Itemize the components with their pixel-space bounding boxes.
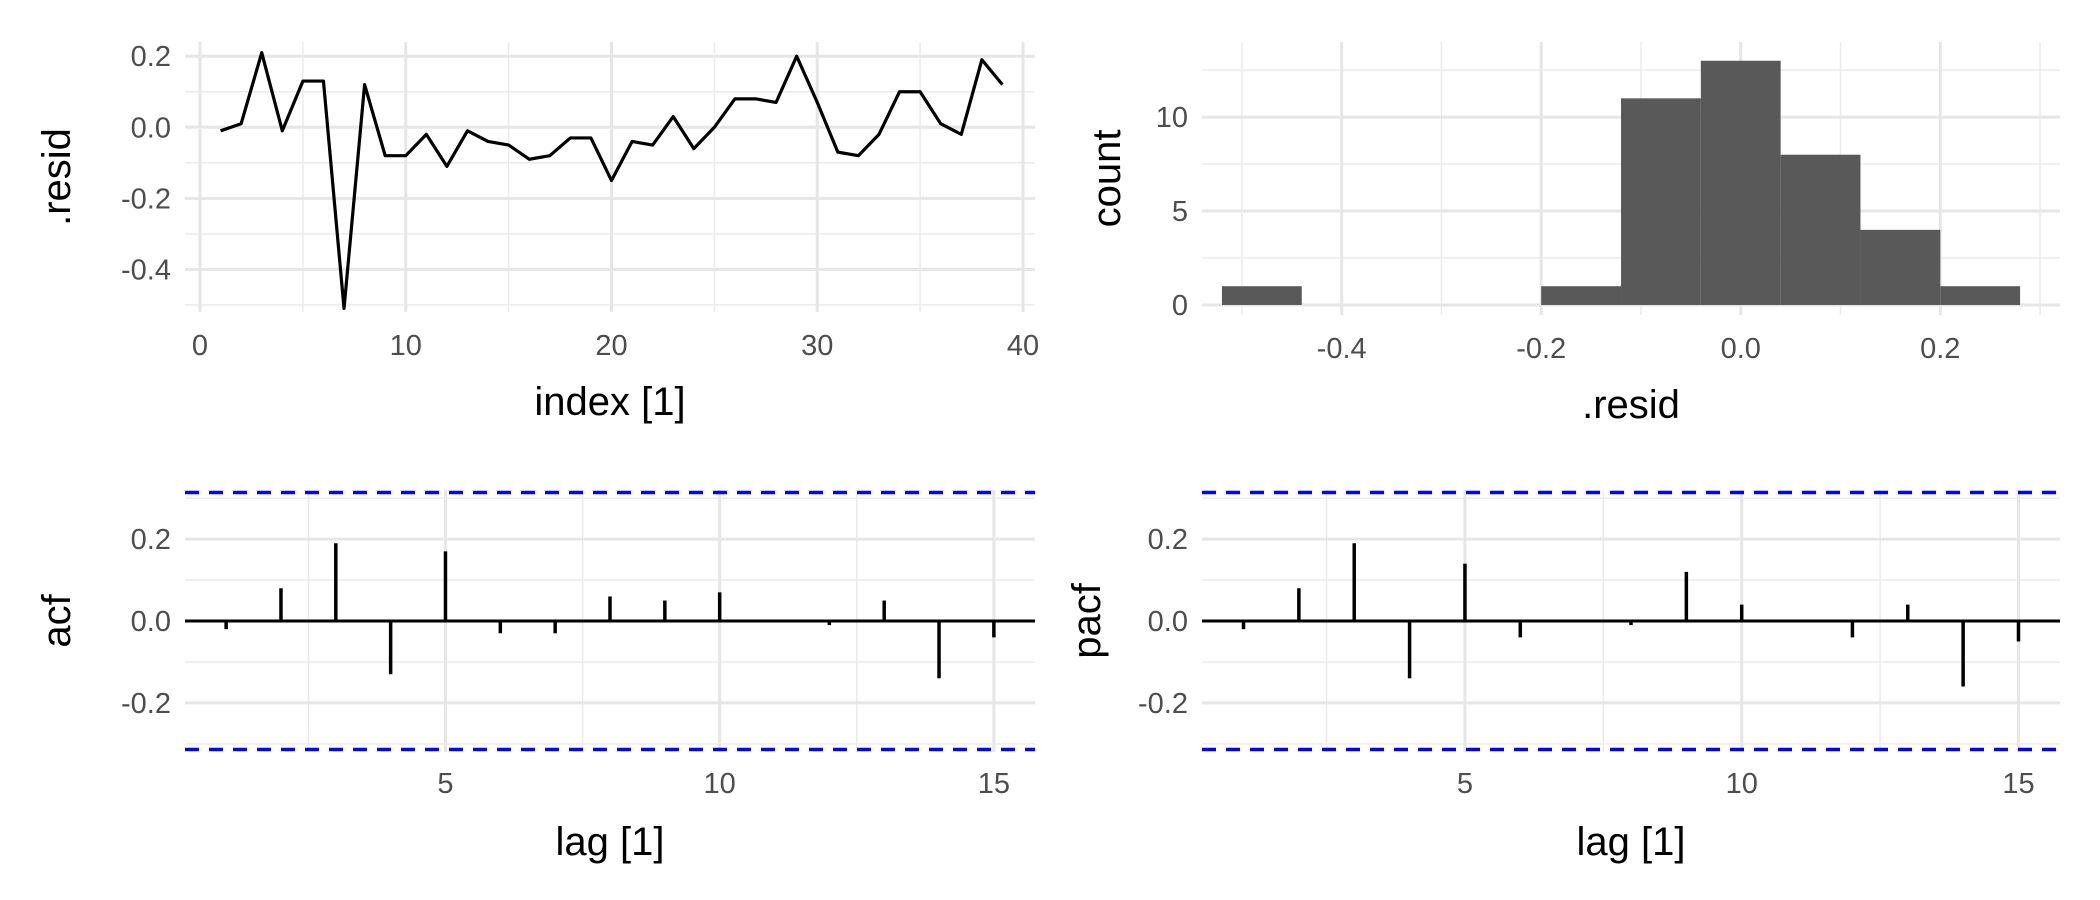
y-tick-label: 0.2 <box>131 524 171 556</box>
residual-time-plot: 0 10 20 30 40 0.2 0.0 -0.2 -0.4 index [1] .resid <box>35 41 1039 424</box>
tick-labels: -0.4 -0.2 0.0 0.2 0 5 10 <box>1156 102 1961 365</box>
x-axis-title: index [1] <box>534 380 685 424</box>
y-axis-title: pacf <box>1065 582 1109 658</box>
y-tick-label: 0.0 <box>1148 606 1188 638</box>
x-tick-label: 40 <box>1007 330 1039 362</box>
residual-histogram: -0.4 -0.2 0.0 0.2 0 5 10 .resid count <box>1085 42 2060 427</box>
histogram-bar <box>1541 286 1622 305</box>
x-tick-label: 20 <box>595 330 627 362</box>
y-axis-title: acf <box>35 593 79 647</box>
y-tick-label: -0.4 <box>121 254 171 286</box>
histogram-bar <box>1700 60 1781 306</box>
y-tick-label: 5 <box>1172 196 1188 228</box>
pacf-plot: 5 10 15 0.2 0.0 -0.2 lag [1] pacf <box>1065 490 2060 864</box>
tick-labels: 5 10 15 0.2 0.0 -0.2 <box>121 524 1010 800</box>
residual-time-plot-panel: 0 10 20 30 40 0.2 0.0 -0.2 -0.4 index [1] .resid <box>0 0 1050 450</box>
x-tick-label: 5 <box>437 768 453 800</box>
x-tick-label: -0.2 <box>1516 333 1566 365</box>
y-axis-title: count <box>1085 130 1129 228</box>
x-tick-label: 0 <box>192 330 208 362</box>
y-tick-label: -0.2 <box>1138 688 1188 720</box>
pacf-plot-panel: 5 10 15 0.2 0.0 -0.2 lag [1] pacf <box>1050 450 2100 900</box>
acf-plot: 5 10 15 0.2 0.0 -0.2 lag [1] acf <box>35 490 1035 864</box>
histogram-bar <box>1780 154 1861 305</box>
x-axis-title: .resid <box>1582 383 1680 427</box>
histogram-bars <box>1221 60 2021 306</box>
y-tick-label: 0 <box>1172 290 1188 322</box>
x-tick-label: 30 <box>801 330 833 362</box>
y-axis-title: .resid <box>35 128 79 226</box>
x-tick-label: -0.4 <box>1317 333 1367 365</box>
correlation-spikes <box>1241 543 2021 687</box>
y-tick-label: 0.2 <box>131 41 171 73</box>
grid <box>185 42 1035 312</box>
x-axis-title: lag [1] <box>556 820 665 864</box>
acf-plot-panel: 5 10 15 0.2 0.0 -0.2 lag [1] acf <box>0 450 1050 900</box>
residual-histogram-panel: -0.4 -0.2 0.0 0.2 0 5 10 .resid count <box>1050 0 2100 450</box>
y-tick-label: 0.2 <box>1148 524 1188 556</box>
x-tick-label: 10 <box>704 768 736 800</box>
y-tick-label: 0.0 <box>131 606 171 638</box>
y-tick-label: -0.2 <box>121 688 171 720</box>
x-axis-title: lag [1] <box>1577 820 1686 864</box>
x-tick-label: 0.0 <box>1721 333 1761 365</box>
tick-labels: 0 10 20 30 40 0.2 0.0 -0.2 -0.4 <box>121 41 1039 362</box>
x-tick-label: 15 <box>978 768 1010 800</box>
histogram-bar <box>1221 286 1302 305</box>
correlation-spikes <box>224 543 996 679</box>
tick-labels: 5 10 15 0.2 0.0 -0.2 <box>1138 524 2035 800</box>
x-tick-label: 5 <box>1457 768 1473 800</box>
y-tick-label: 0.0 <box>131 112 171 144</box>
y-tick-label: -0.2 <box>121 183 171 215</box>
x-tick-label: 15 <box>2002 768 2034 800</box>
x-tick-label: 0.2 <box>1920 333 1960 365</box>
histogram-bar <box>1621 98 1701 305</box>
x-tick-label: 10 <box>1726 768 1758 800</box>
y-tick-label: 10 <box>1156 102 1188 134</box>
residual-points <box>220 52 1003 309</box>
histogram-bar <box>1940 286 2021 305</box>
histogram-bar <box>1860 229 1941 305</box>
x-tick-label: 10 <box>390 330 422 362</box>
